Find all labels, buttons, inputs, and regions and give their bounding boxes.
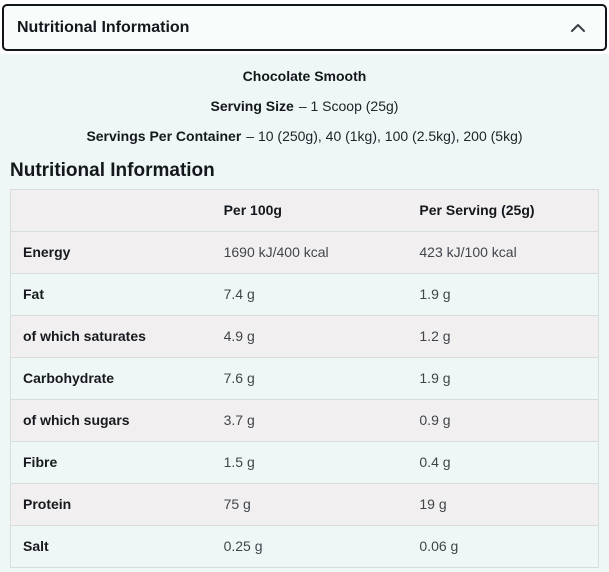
nutrition-table-body: Energy 1690 kJ/400 kcal 423 kJ/100 kcal Fat…	[10, 231, 599, 568]
column-header-per-100g: Per 100g	[223, 202, 282, 218]
per-100g-value: 7.4 g	[223, 286, 255, 302]
per-100g-value: 1690 kJ/400 kcal	[223, 244, 329, 260]
table-row: Energy 1690 kJ/400 kcal 423 kJ/100 kcal	[10, 231, 599, 274]
per-serving-value: 0.4 g	[419, 454, 451, 470]
serving-size-label: Serving Size	[210, 98, 294, 114]
table-row: Fat 7.4 g 1.9 g	[10, 273, 599, 316]
accordion-title: Nutritional Information	[17, 18, 190, 36]
table-row: Protein 75 g 19 g	[10, 483, 599, 526]
nutrition-table: Per 100g Per Serving (25g) Energy 1690 kJ…	[10, 189, 599, 568]
nutrition-panel-body: Chocolate Smooth Serving Size – 1 Scoop (…	[0, 54, 609, 572]
row-label: Protein	[23, 496, 72, 512]
serving-size-value: – 1 Scoop (25g)	[298, 98, 399, 114]
row-label: Energy	[23, 244, 71, 260]
servings-per-container-line: Servings Per Container – 10 (250g), 40 (1…	[0, 128, 609, 145]
row-label: Carbohydrate	[23, 370, 115, 386]
nutrition-table-heading: Nutritional Information	[10, 160, 215, 181]
per-100g-value: 7.6 g	[223, 370, 255, 386]
flavour-name: Chocolate Smooth	[0, 68, 609, 85]
per-serving-value: 0.9 g	[419, 412, 451, 428]
serving-size-line: Serving Size – 1 Scoop (25g)	[0, 98, 609, 115]
table-row: Fibre 1.5 g 0.4 g	[10, 441, 599, 484]
per-100g-value: 1.5 g	[223, 454, 255, 470]
row-label: of which sugars	[23, 412, 130, 428]
per-serving-value: 1.2 g	[419, 328, 451, 344]
per-100g-value: 75 g	[223, 496, 251, 512]
nutritional-information-accordion-header[interactable]: Nutritional Information	[2, 4, 607, 51]
per-100g-value: 4.9 g	[223, 328, 255, 344]
per-serving-value: 1.9 g	[419, 286, 451, 302]
table-row: of which sugars 3.7 g 0.9 g	[10, 399, 599, 442]
row-label: Fibre	[23, 454, 58, 470]
row-label: of which saturates	[23, 328, 146, 344]
per-serving-value: 423 kJ/100 kcal	[419, 244, 517, 260]
row-label: Fat	[23, 286, 44, 302]
flavour-name-text: Chocolate Smooth	[242, 68, 367, 84]
table-row: of which saturates 4.9 g 1.2 g	[10, 315, 599, 358]
column-header-per-serving: Per Serving (25g)	[419, 202, 535, 218]
per-serving-value: 1.9 g	[419, 370, 451, 386]
table-header-row: Per 100g Per Serving (25g)	[10, 189, 599, 232]
row-label: Salt	[23, 538, 49, 554]
per-serving-value: 19 g	[419, 496, 447, 512]
column-header-blank	[11, 190, 212, 232]
per-serving-value: 0.06 g	[419, 538, 459, 554]
table-row: Carbohydrate 7.6 g 1.9 g	[10, 357, 599, 400]
servings-per-container-value: – 10 (250g), 40 (1kg), 100 (2.5kg), 200 …	[246, 128, 523, 144]
chevron-up-icon[interactable]	[571, 23, 585, 32]
table-row: Salt 0.25 g 0.06 g	[10, 525, 599, 568]
servings-per-container-label: Servings Per Container	[86, 128, 242, 144]
per-100g-value: 0.25 g	[223, 538, 263, 554]
nutrition-table-head: Per 100g Per Serving (25g)	[10, 189, 599, 232]
per-100g-value: 3.7 g	[223, 412, 255, 428]
